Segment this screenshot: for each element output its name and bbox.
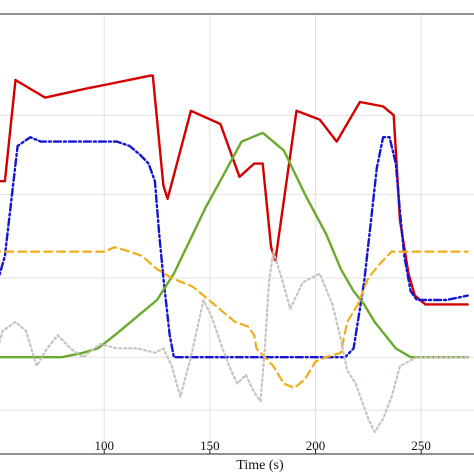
series-line-3 bbox=[0, 131, 469, 359]
x-tick-label: 150 bbox=[200, 438, 220, 453]
series-line-2 bbox=[0, 136, 469, 359]
series-line-5 bbox=[0, 250, 469, 434]
plot-frame bbox=[0, 13, 474, 455]
x-axis-label: Time (s) bbox=[236, 458, 284, 473]
series-line-4 bbox=[0, 246, 469, 390]
x-tick-label: 250 bbox=[411, 438, 431, 453]
x-tick-label: 200 bbox=[306, 438, 326, 453]
x-axis-ticks: 100 150 200 250 bbox=[94, 438, 431, 454]
x-tick-label: 100 bbox=[94, 438, 114, 453]
series-layer bbox=[0, 74, 469, 434]
